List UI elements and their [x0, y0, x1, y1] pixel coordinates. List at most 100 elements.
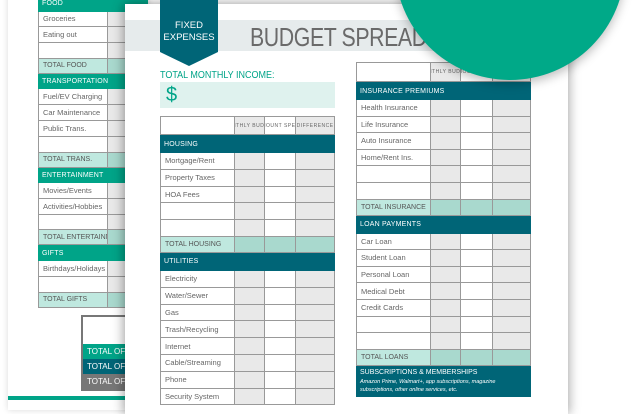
amount-cell[interactable]	[265, 203, 297, 220]
amount-cell[interactable]	[430, 166, 462, 182]
row-label[interactable]: Mortgage/Rent	[161, 153, 235, 169]
amount-cell[interactable]	[461, 149, 494, 166]
amount-cell[interactable]	[265, 338, 297, 354]
row-label[interactable]	[161, 220, 235, 236]
amount-cell[interactable]	[234, 338, 266, 354]
row-label[interactable]: HOA Fees	[161, 186, 235, 203]
amount-cell[interactable]	[296, 388, 335, 405]
amount-cell[interactable]	[493, 182, 531, 199]
amount-cell[interactable]	[234, 354, 266, 371]
amount-cell[interactable]	[296, 287, 335, 304]
amount-cell[interactable]	[265, 186, 297, 203]
amount-cell[interactable]	[430, 250, 462, 266]
amount-cell[interactable]	[461, 116, 494, 133]
amount-cell[interactable]	[265, 220, 297, 236]
amount-cell[interactable]	[265, 321, 297, 338]
income-field[interactable]: $	[160, 82, 335, 108]
amount-cell[interactable]	[461, 250, 494, 266]
amount-cell[interactable]	[234, 186, 266, 203]
row-label[interactable]: Medical Debt	[357, 283, 431, 299]
amount-cell[interactable]	[493, 316, 531, 333]
row-label[interactable]	[357, 182, 431, 199]
amount-cell[interactable]	[493, 233, 531, 250]
row-label[interactable]: Electricity	[161, 270, 235, 287]
amount-cell[interactable]	[234, 321, 266, 338]
row-label[interactable]: Car Loan	[357, 233, 431, 250]
amount-cell[interactable]	[234, 270, 266, 287]
amount-cell[interactable]	[234, 371, 266, 388]
amount-cell[interactable]	[430, 149, 462, 166]
amount-cell[interactable]	[234, 304, 266, 321]
amount-cell[interactable]	[234, 287, 266, 304]
row-label[interactable]: Public Trans.	[39, 120, 109, 136]
amount-cell[interactable]	[493, 133, 531, 149]
row-label[interactable]: Trash/Recycling	[161, 321, 235, 338]
amount-cell[interactable]	[234, 153, 266, 169]
row-label[interactable]	[39, 276, 109, 292]
amount-cell[interactable]	[493, 250, 531, 266]
amount-cell[interactable]	[461, 182, 494, 199]
amount-cell[interactable]	[265, 388, 297, 405]
row-label[interactable]: Car Maintenance	[39, 105, 109, 120]
amount-cell[interactable]	[430, 283, 462, 299]
amount-cell[interactable]	[493, 166, 531, 182]
amount-cell[interactable]	[461, 333, 494, 349]
amount-cell[interactable]	[265, 304, 297, 321]
amount-cell[interactable]	[430, 266, 462, 283]
amount-cell[interactable]	[296, 338, 335, 354]
row-label[interactable]: Personal Loan	[357, 266, 431, 283]
amount-cell[interactable]	[430, 100, 462, 116]
amount-cell[interactable]	[430, 316, 462, 333]
amount-cell[interactable]	[461, 100, 494, 116]
amount-cell[interactable]	[265, 354, 297, 371]
amount-cell[interactable]	[493, 333, 531, 349]
amount-cell[interactable]	[234, 203, 266, 220]
row-label[interactable]: Property Taxes	[161, 169, 235, 186]
amount-cell[interactable]	[493, 100, 531, 116]
row-label[interactable]: Water/Sewer	[161, 287, 235, 304]
row-label[interactable]: Phone	[161, 371, 235, 388]
amount-cell[interactable]	[461, 166, 494, 182]
amount-cell[interactable]	[430, 116, 462, 133]
amount-cell[interactable]	[430, 333, 462, 349]
amount-cell[interactable]	[296, 153, 335, 169]
amount-cell[interactable]	[461, 233, 494, 250]
row-label[interactable]	[357, 333, 431, 349]
amount-cell[interactable]	[234, 388, 266, 405]
amount-cell[interactable]	[461, 266, 494, 283]
amount-cell[interactable]	[296, 186, 335, 203]
amount-cell[interactable]	[461, 316, 494, 333]
amount-cell[interactable]	[493, 283, 531, 299]
amount-cell[interactable]	[265, 169, 297, 186]
amount-cell[interactable]	[461, 133, 494, 149]
row-label[interactable]: Fuel/EV Charging	[39, 89, 109, 105]
row-label[interactable]: Cable/Streaming	[161, 354, 235, 371]
row-label[interactable]	[161, 203, 235, 220]
row-label[interactable]: Birthdays/Holidays	[39, 260, 109, 276]
row-label[interactable]: Security System	[161, 388, 235, 405]
amount-cell[interactable]	[265, 371, 297, 388]
amount-cell[interactable]	[265, 270, 297, 287]
amount-cell[interactable]	[296, 354, 335, 371]
row-label[interactable]	[357, 166, 431, 182]
amount-cell[interactable]	[461, 299, 494, 316]
row-label[interactable]: Home/Rent Ins.	[357, 149, 431, 166]
amount-cell[interactable]	[265, 153, 297, 169]
row-label[interactable]: Auto Insurance	[357, 133, 431, 149]
amount-cell[interactable]	[430, 133, 462, 149]
amount-cell[interactable]	[493, 149, 531, 166]
amount-cell[interactable]	[296, 220, 335, 236]
row-label[interactable]	[39, 43, 109, 58]
row-label[interactable]: Gas	[161, 304, 235, 321]
amount-cell[interactable]	[296, 169, 335, 186]
amount-cell[interactable]	[296, 371, 335, 388]
row-label[interactable]: Student Loan	[357, 250, 431, 266]
row-label[interactable]: Eating out	[39, 27, 109, 43]
amount-cell[interactable]	[430, 299, 462, 316]
row-label[interactable]: Activities/Hobbies	[39, 198, 109, 214]
row-label[interactable]: Internet	[161, 338, 235, 354]
row-label[interactable]	[39, 214, 109, 230]
row-label[interactable]: Groceries	[39, 11, 109, 27]
amount-cell[interactable]	[234, 169, 266, 186]
row-label[interactable]: Life Insurance	[357, 116, 431, 133]
